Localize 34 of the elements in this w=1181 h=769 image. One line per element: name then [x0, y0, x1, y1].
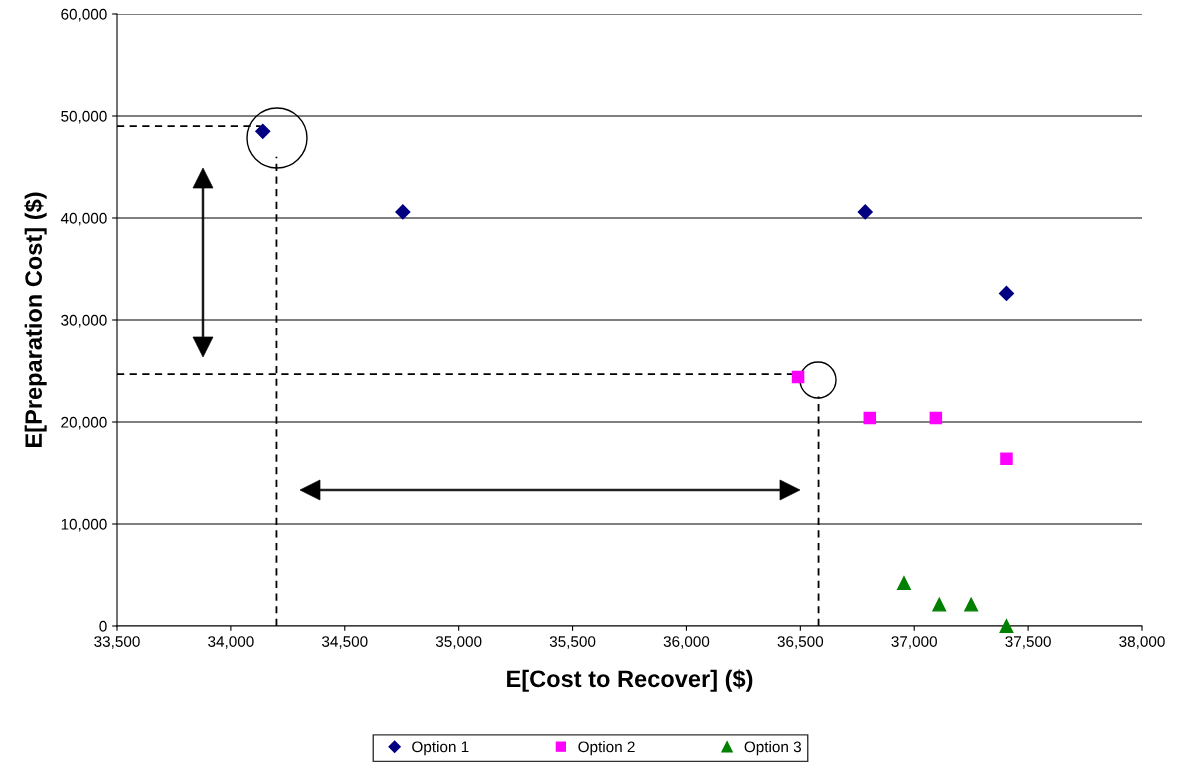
y-tick-label: 20,000 [61, 416, 107, 430]
x-tick-label: 35,500 [549, 636, 596, 649]
point [395, 204, 411, 220]
point [932, 597, 947, 612]
legend-label: Option 3 [744, 741, 801, 756]
x-tick-label: 33,500 [94, 636, 140, 649]
x-tick-label: 37,000 [891, 636, 937, 649]
point [791, 370, 805, 384]
point [999, 619, 1014, 633]
y-tick-label: 0 [99, 620, 107, 632]
x-tick-label: 36,000 [663, 636, 710, 649]
y-tick-label: 40,000 [60, 212, 107, 226]
point [857, 204, 873, 220]
x-tick-label: 34,000 [208, 636, 254, 649]
x-tick-label: 37,500 [1005, 636, 1051, 649]
y-axis-title: E[Preparation Cost] ($) [24, 192, 47, 447]
legend-label: Option 2 [578, 741, 635, 756]
x-tick-label: 38,000 [1119, 636, 1165, 649]
y-tick-label: 60,000 [61, 8, 107, 22]
point [929, 411, 943, 425]
point [1000, 452, 1013, 465]
point [255, 123, 271, 139]
point [897, 576, 911, 591]
y-tick-label: 10,000 [61, 518, 107, 532]
y-tick-label: 30,000 [61, 314, 107, 328]
point [863, 411, 877, 425]
x-tick-label: 34,500 [322, 636, 368, 649]
y-tick-label: 50,000 [61, 110, 107, 124]
legend-label: Option 1 [412, 741, 469, 756]
point [998, 285, 1015, 302]
x-tick-label: 35,000 [435, 636, 482, 649]
x-axis-title: E[Cost to Recover] ($) [507, 669, 753, 692]
x-tick-label: 36,500 [777, 636, 824, 649]
point [964, 597, 979, 612]
